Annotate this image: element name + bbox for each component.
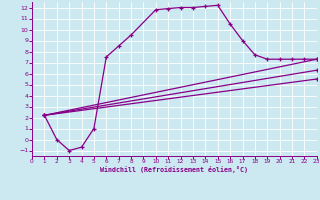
X-axis label: Windchill (Refroidissement éolien,°C): Windchill (Refroidissement éolien,°C) — [100, 166, 248, 173]
